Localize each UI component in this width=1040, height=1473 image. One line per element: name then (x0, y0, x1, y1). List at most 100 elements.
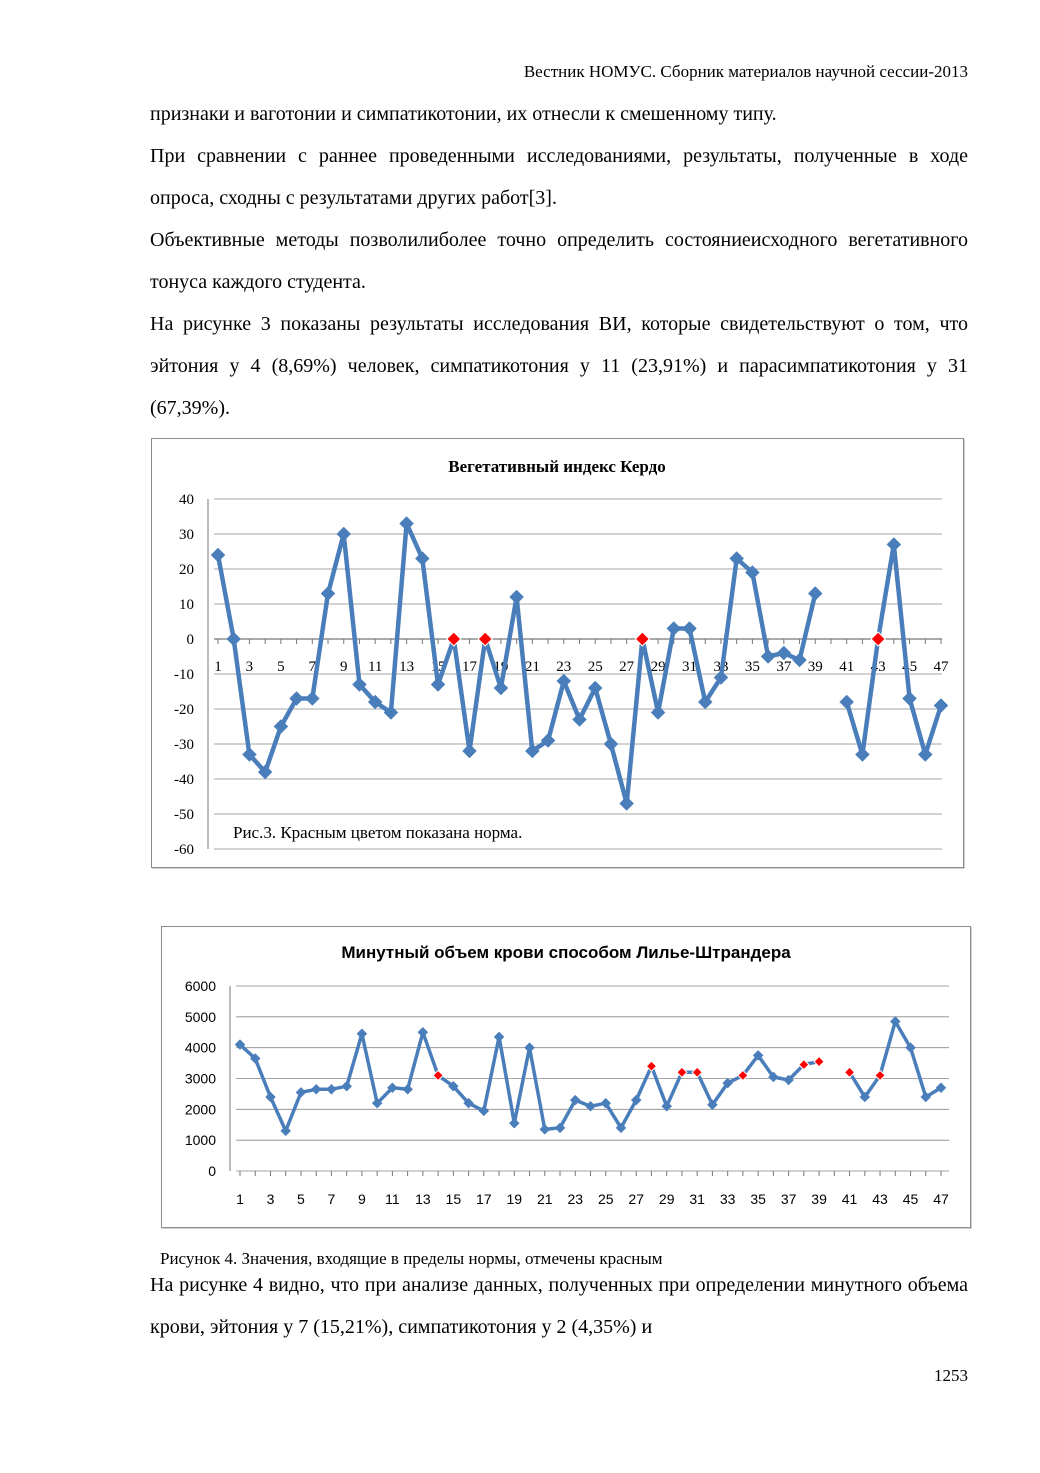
paragraph-2: При сравнении с раннее проведенными иссл… (150, 145, 968, 209)
x-tick-label: 25 (588, 659, 603, 675)
x-tick-label: 19 (507, 1191, 523, 1207)
y-tick-label: 3000 (185, 1071, 216, 1087)
x-tick-label: 29 (659, 1191, 675, 1207)
page-number: 1253 (934, 1366, 968, 1385)
data-point (371, 1097, 383, 1109)
data-point (661, 1100, 673, 1112)
x-tick-label: 21 (525, 659, 540, 675)
x-tick-label: 37 (776, 659, 792, 675)
data-point (722, 1077, 734, 1089)
x-tick-label: 21 (537, 1191, 553, 1207)
data-point-normal (477, 631, 493, 647)
data-point (242, 747, 257, 762)
data-point-normal (676, 1066, 688, 1079)
data-point (572, 712, 587, 727)
data-point (210, 547, 226, 563)
x-tick-label: 5 (277, 659, 285, 675)
x-tick-label: 9 (340, 659, 348, 675)
x-tick-label: 13 (399, 659, 414, 675)
data-point (650, 705, 666, 720)
series-line (844, 542, 944, 757)
x-tick-label: 11 (368, 659, 382, 675)
x-tick-label: 31 (682, 659, 697, 675)
data-point (768, 1071, 779, 1083)
data-point (493, 680, 509, 696)
data-point (554, 1122, 566, 1134)
x-tick-label: 39 (808, 659, 823, 675)
data-point (760, 649, 776, 664)
data-point-normal (870, 631, 886, 647)
chart-blood-volume: Минутный объем крови способом Лилье-Штра… (161, 926, 971, 1228)
data-point (280, 1125, 292, 1137)
data-point (249, 1053, 261, 1064)
x-tick-label: 17 (462, 659, 478, 675)
x-tick-label: 41 (839, 659, 854, 675)
y-tick-label: 0 (208, 1163, 216, 1179)
data-point (310, 1083, 322, 1095)
x-tick-label: 39 (811, 1191, 827, 1207)
data-point (707, 1099, 718, 1111)
data-point-normal (813, 1055, 825, 1068)
data-point-normal (691, 1066, 703, 1079)
data-point (569, 1094, 581, 1106)
text-block-bottom: На рисунке 4 видно, что при анализе данн… (150, 1264, 968, 1348)
x-tick-label: 15 (446, 1191, 462, 1207)
x-tick-label: 47 (933, 1191, 949, 1207)
data-point (556, 673, 572, 689)
data-point (295, 1087, 307, 1098)
paragraph-4: На рисунке 3 показаны результаты исследо… (150, 313, 968, 419)
data-point (745, 565, 760, 580)
paragraph-5: На рисунке 4 видно, что при анализе данн… (150, 1274, 968, 1338)
x-tick-label: 3 (246, 659, 254, 675)
x-tick-label: 17 (476, 1191, 492, 1207)
y-tick-label: -10 (174, 667, 194, 683)
x-tick-label: 7 (328, 1191, 336, 1207)
x-tick-label: 27 (619, 659, 635, 675)
y-tick-label: -20 (174, 702, 194, 718)
data-point (304, 691, 320, 706)
data-point (933, 698, 949, 713)
y-tick-label: 5000 (185, 1009, 216, 1025)
chart-kerdo-svg: Вегетативный индекс Кердо 40 30 20 10 0 -10 -20… (174, 457, 949, 858)
chart-title: Вегетативный индекс Кердо (448, 457, 665, 476)
data-point (352, 677, 367, 692)
paragraph-3: Объективные методы позволилиболее точно … (150, 229, 968, 293)
data-point (356, 1028, 368, 1040)
y-tick-label: 6000 (185, 978, 216, 994)
data-point (462, 743, 477, 759)
data-point (493, 1031, 505, 1043)
data-point (417, 1026, 429, 1038)
data-point (234, 1039, 246, 1050)
data-point (508, 1117, 520, 1129)
data-point (524, 743, 540, 759)
chart-title: Минутный объем крови способом Лилье-Штра… (341, 943, 791, 962)
data-point (935, 1082, 947, 1094)
data-point (682, 621, 697, 636)
data-point (414, 551, 430, 566)
data-point (478, 1105, 490, 1117)
data-point (387, 1082, 398, 1094)
x-tick-label: 23 (567, 1191, 583, 1207)
data-point (920, 1091, 932, 1103)
x-tick-label: 5 (297, 1191, 305, 1207)
data-point-normal (645, 1060, 658, 1072)
data-point-normal (446, 631, 462, 647)
data-point (539, 1124, 551, 1135)
x-tick-label: 37 (781, 1191, 797, 1207)
data-point (402, 1083, 413, 1095)
data-point (630, 1094, 642, 1106)
x-tick-label: 33 (720, 1191, 736, 1207)
y-tick-label: -40 (174, 772, 194, 788)
data-point (807, 586, 823, 601)
data-point (226, 631, 242, 647)
data-point-normal (634, 631, 651, 647)
data-point (540, 733, 556, 748)
y-tick-label: 30 (179, 527, 194, 543)
x-tick-label: 27 (628, 1191, 644, 1207)
text-block-top: признаки и ваготонии и симпатикотонии, и… (150, 93, 968, 429)
data-point (792, 652, 807, 668)
data-point (855, 747, 870, 762)
data-point (859, 1091, 871, 1103)
y-tick-label: 2000 (185, 1101, 216, 1117)
data-point (367, 694, 383, 710)
